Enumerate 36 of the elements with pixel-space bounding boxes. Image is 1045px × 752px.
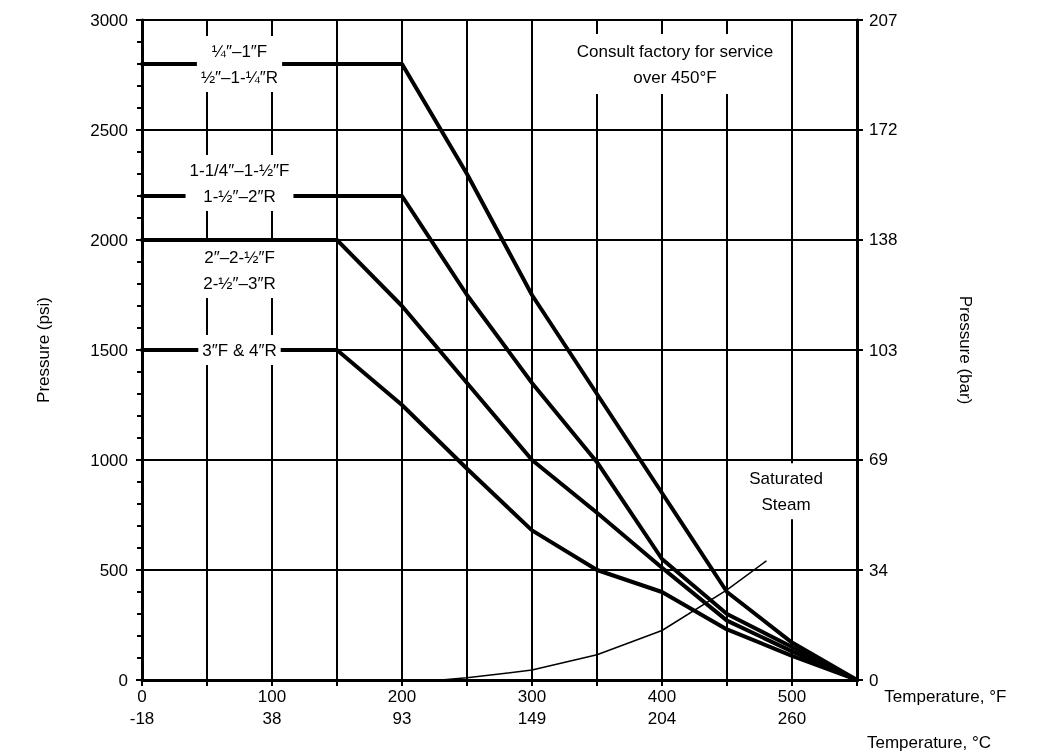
y-tick-label: 1500 bbox=[90, 340, 128, 360]
text: Saturated Steam bbox=[749, 468, 823, 514]
x2-axis-title: Temperature, °C bbox=[867, 733, 991, 752]
x2-tick-label: 149 bbox=[517, 709, 547, 728]
series-label: 2″–2-½″F 2-½″–3″R bbox=[203, 247, 276, 293]
y-tick-label: 500 bbox=[99, 560, 128, 580]
y2-tick-label: 34 bbox=[869, 560, 888, 580]
y2-tick-label: 103 bbox=[869, 340, 898, 360]
x-tick-label: 100 bbox=[257, 687, 287, 706]
x2-tick-label: 260 bbox=[777, 709, 807, 728]
y-tick-label: 0 bbox=[118, 670, 128, 690]
y2-tick-label: 172 bbox=[869, 120, 898, 140]
x-tick-label: 200 bbox=[387, 687, 417, 706]
x-tick-label: 400 bbox=[647, 687, 677, 706]
y-tick-label: 1000 bbox=[90, 450, 128, 470]
y-axis-title: Pressure (psi) bbox=[34, 297, 53, 403]
series-label: 1-1/4″–1-½″F 1-½″–2″R bbox=[189, 160, 290, 206]
y-tick-label: 2500 bbox=[90, 120, 128, 140]
y-tick-label: 2000 bbox=[90, 230, 128, 250]
y2-tick-label: 138 bbox=[869, 230, 898, 250]
x2-tick-label: 93 bbox=[392, 709, 412, 728]
y2-tick-label: 207 bbox=[869, 10, 898, 30]
y2-axis-title: Pressure (bar) bbox=[956, 295, 975, 405]
annotation: Consult factory for service over 450°F bbox=[576, 41, 774, 87]
y-tick-label: 3000 bbox=[90, 10, 128, 30]
x-tick-label: 500 bbox=[777, 687, 807, 706]
x-tick-label: 300 bbox=[517, 687, 547, 706]
x2-tick-label: 204 bbox=[647, 709, 677, 728]
x2-tick-label: 38 bbox=[262, 709, 282, 728]
series-label: ¼″–1″F ½″–1-¼″R bbox=[200, 41, 279, 87]
x-tick-label: 0 bbox=[137, 687, 147, 706]
y2-tick-label: 69 bbox=[869, 450, 888, 470]
y2-tick-label: 0 bbox=[869, 670, 879, 690]
x2-tick-label: -18 bbox=[129, 709, 155, 728]
x-axis-title: Temperature, °F bbox=[884, 687, 1007, 706]
series-label: 3″F & 4″R bbox=[202, 340, 277, 360]
